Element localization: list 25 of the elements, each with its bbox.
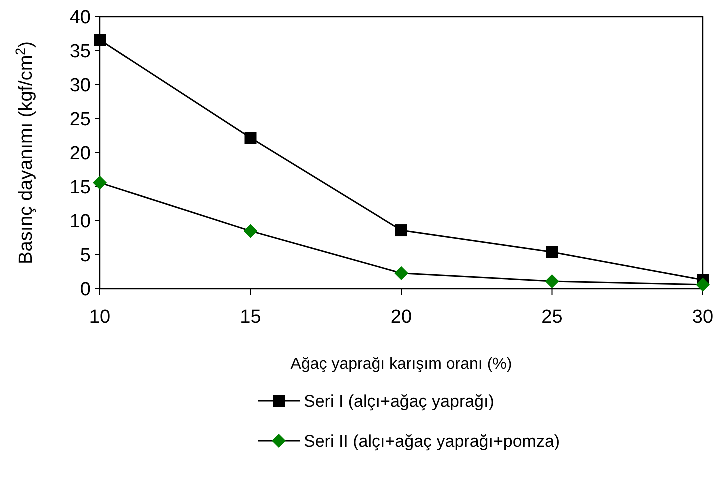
point [244,132,257,144]
y-tick-label: 35 [70,42,91,63]
y-tick-label: 20 [70,144,91,165]
x-tick-label: 30 [692,307,714,328]
y-tick-label: 40 [70,8,91,29]
y-tick-label: 10 [70,212,91,233]
x-axis-title: Ağaç yaprağı karışım oranı (%) [290,356,512,373]
x-tick-label: 15 [240,307,262,328]
point [394,266,408,280]
point [94,34,106,46]
point [244,224,258,238]
point [546,246,558,258]
point [396,224,408,237]
y-tick-label: 0 [80,280,91,301]
x-tick-label: 25 [542,307,563,328]
y-tick-label: 30 [70,76,91,97]
legend-label: Seri I (alçı+ağaç yaprağı) [304,392,494,411]
y-tick-label: 25 [70,110,91,131]
y-tick-label: 5 [80,246,91,267]
point [696,278,710,292]
y-tick-label: 15 [70,178,91,199]
x-tick-label: 20 [390,307,412,328]
point [545,274,560,289]
legend-label: Seri II (alçı+ağaç yaprağı+pomza) [304,432,560,451]
point [93,176,107,190]
